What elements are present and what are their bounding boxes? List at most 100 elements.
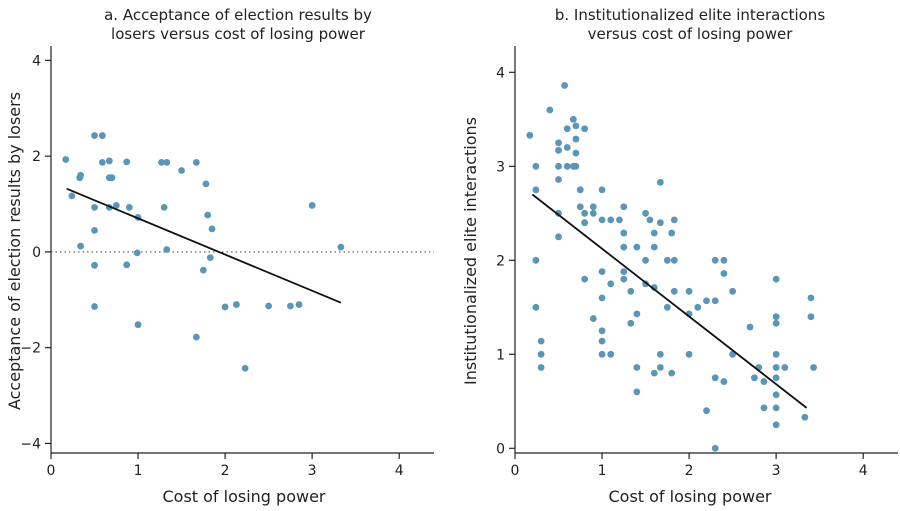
- panel-b-data-point: [555, 162, 562, 170]
- panel-b-data-point: [633, 364, 641, 371]
- panel-b-data-point: [620, 243, 628, 251]
- panel-b-data-point: [772, 275, 780, 283]
- panel-b-data-point: [703, 297, 710, 305]
- panel-b-data-point: [620, 268, 628, 275]
- panel-a-data-point: [134, 321, 142, 329]
- panel-a-data-point: [91, 203, 98, 211]
- panel-a-x-tick-label: 1: [134, 463, 143, 479]
- panel-a-y-tick-label: −2: [20, 341, 41, 357]
- panel-a-data-point: [112, 202, 120, 209]
- panel-b-data-point: [772, 421, 780, 429]
- panel-b-data-point: [581, 219, 589, 227]
- panel-b-data-point: [572, 149, 580, 157]
- panel-a-data-point: [163, 246, 171, 253]
- panel-a-data-point: [98, 132, 106, 139]
- panel-b-data-point: [581, 125, 589, 133]
- panel-b-data-point: [532, 303, 540, 311]
- panel-a-data-point: [204, 211, 212, 219]
- panel-b-data-point: [537, 337, 545, 345]
- panel-b-data-point: [772, 391, 780, 399]
- panel-b-data-point: [572, 135, 580, 143]
- panel-a-data-point: [77, 171, 84, 179]
- panel-b-data-point: [598, 268, 606, 275]
- panel-b-x-tick-label: 4: [859, 463, 868, 479]
- panel-b-data-point: [616, 216, 623, 224]
- panel-b-data-point: [729, 287, 737, 295]
- panel-b-data-point: [746, 323, 754, 331]
- panel-b-data-point: [646, 216, 654, 224]
- panel-b-data-point: [563, 144, 571, 151]
- panel-b-data-point: [807, 294, 815, 302]
- panel-b-data-point: [772, 319, 780, 327]
- panel-a-data-point: [98, 158, 106, 166]
- panel-b-data-point: [670, 256, 678, 264]
- panel-b-data-point: [598, 216, 606, 224]
- panel-b-data-point: [598, 350, 606, 358]
- panel-b-data-point: [537, 364, 545, 371]
- panel-b-data-point: [711, 297, 719, 305]
- panel-b-data-point: [720, 270, 728, 277]
- panel-a-data-point: [91, 132, 98, 139]
- panel-b-data-point: [576, 186, 584, 194]
- panel-b-data-point: [668, 229, 676, 237]
- panel-a-data-point: [192, 158, 200, 166]
- panel-b-data-point: [607, 280, 615, 288]
- panel-b-data-point: [760, 378, 768, 385]
- panel-b-data-point: [650, 229, 658, 237]
- panel-b-data-point: [589, 209, 597, 217]
- panel-a-title-line-1: a. Acceptance of election results by: [104, 6, 372, 24]
- panel-b-data-point: [620, 203, 628, 211]
- panel-b-data-point: [663, 256, 671, 264]
- panel-b-data-point: [563, 125, 571, 133]
- panel-b-y-tick-label: 0: [496, 441, 505, 457]
- panel-a-data-point: [202, 180, 210, 188]
- panel-b-data-point: [598, 186, 606, 194]
- panel-b-data-point: [642, 256, 649, 264]
- panel-b-data-point: [772, 364, 780, 371]
- panel-a-data-point: [123, 261, 131, 269]
- panel-b-data-point: [569, 115, 577, 123]
- panel-b-x-tick-label: 0: [511, 463, 520, 479]
- panel-a-data-point: [221, 303, 229, 311]
- panel-a-x-tick-label: 2: [221, 463, 230, 479]
- panel-a-y-tick-label: 4: [32, 53, 41, 69]
- panel-a-data-point: [241, 364, 249, 372]
- panel-b-data-point: [685, 350, 693, 358]
- panel-b-data-point: [668, 369, 676, 377]
- panel-b-data-point: [650, 243, 658, 251]
- panel-b-data-point: [581, 275, 589, 283]
- panel-b-plot: 0 1 2 3 4 0 1 2 3 4: [496, 46, 898, 479]
- panel-b-data-point: [563, 162, 571, 170]
- panel-b-y-tick-label: 3: [496, 159, 505, 175]
- panel-b-data-point: [620, 229, 628, 237]
- panel-a-data-point: [206, 254, 214, 262]
- panel-a-data-point: [199, 266, 207, 274]
- panel-a-x-tick-label: 0: [47, 463, 56, 479]
- panel-b-data-point: [546, 106, 554, 114]
- panel-b-x-tick-label: 1: [598, 463, 607, 479]
- panel-b-data-point: [750, 374, 758, 382]
- panel-b-data-point: [772, 404, 780, 412]
- panel-b-title-line-1: b. Institutionalized elite interactions: [555, 6, 825, 24]
- panel-a-data-point: [62, 156, 70, 163]
- panel-b-data-point: [589, 315, 597, 322]
- panel-b-data-point: [656, 178, 664, 186]
- panel-b-data-point: [555, 139, 562, 147]
- panel-b-data-point: [760, 404, 768, 412]
- panel-b-data-point: [607, 216, 615, 224]
- panel-a-data-point: [125, 203, 133, 211]
- panel-a-x-axis-label: Cost of losing power: [162, 487, 325, 506]
- panel-b-data-point: [807, 313, 815, 321]
- panel-a-data-point: [265, 302, 273, 310]
- panel-b-data-point: [656, 219, 664, 227]
- panel-b-data-point: [711, 256, 719, 264]
- panel-b-data-point: [589, 203, 597, 211]
- panel-b-data-point: [685, 287, 693, 295]
- panel-b-data-point: [561, 82, 569, 89]
- panel-b-x-tick-label: 3: [772, 463, 781, 479]
- panel-b-data-point: [650, 284, 658, 291]
- panel-a-y-tick-label: 2: [32, 149, 41, 165]
- panel-a-title-line-2: losers versus cost of losing power: [111, 25, 366, 43]
- panel-b-data-point: [581, 209, 589, 217]
- panel-b-data-point: [555, 176, 562, 183]
